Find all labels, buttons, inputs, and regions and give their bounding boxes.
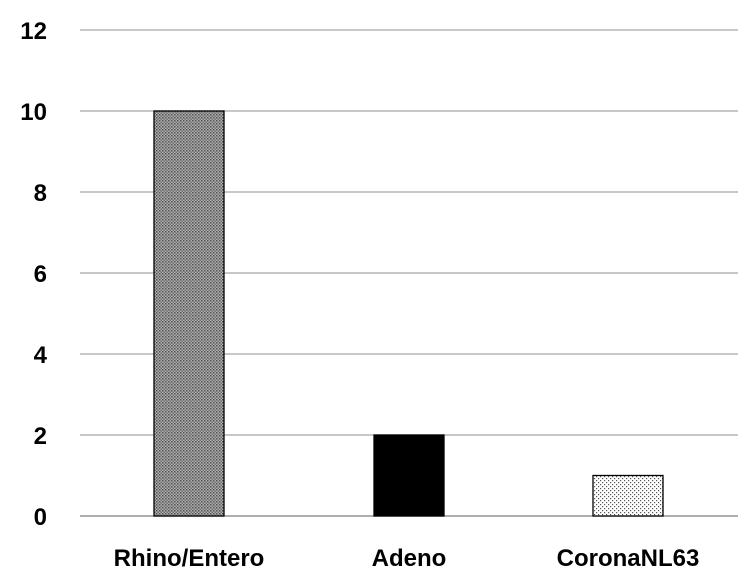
x-category-label-adeno: Adeno	[372, 545, 447, 572]
y-tick-label-12: 12	[20, 18, 47, 45]
y-tick-label-6: 6	[34, 261, 47, 288]
y-tick-label-8: 8	[34, 180, 47, 207]
x-category-label-rhino-entero: Rhino/Entero	[114, 545, 265, 572]
bar-adeno	[373, 434, 445, 517]
y-tick-label-4: 4	[34, 342, 48, 369]
bar-rhino-entero	[153, 110, 225, 517]
bars	[153, 110, 664, 517]
x-category-label-coronanl63: CoronaNL63	[557, 545, 700, 572]
y-axis-tick-labels: 0 2 4 6 8 10 12	[20, 18, 47, 531]
y-tick-label-2: 2	[34, 423, 47, 450]
bar-coronanl63	[592, 474, 664, 517]
x-axis-category-labels: Rhino/Entero Adeno CoronaNL63	[114, 545, 700, 572]
y-tick-label-0: 0	[34, 504, 47, 531]
y-tick-label-10: 10	[20, 99, 47, 126]
